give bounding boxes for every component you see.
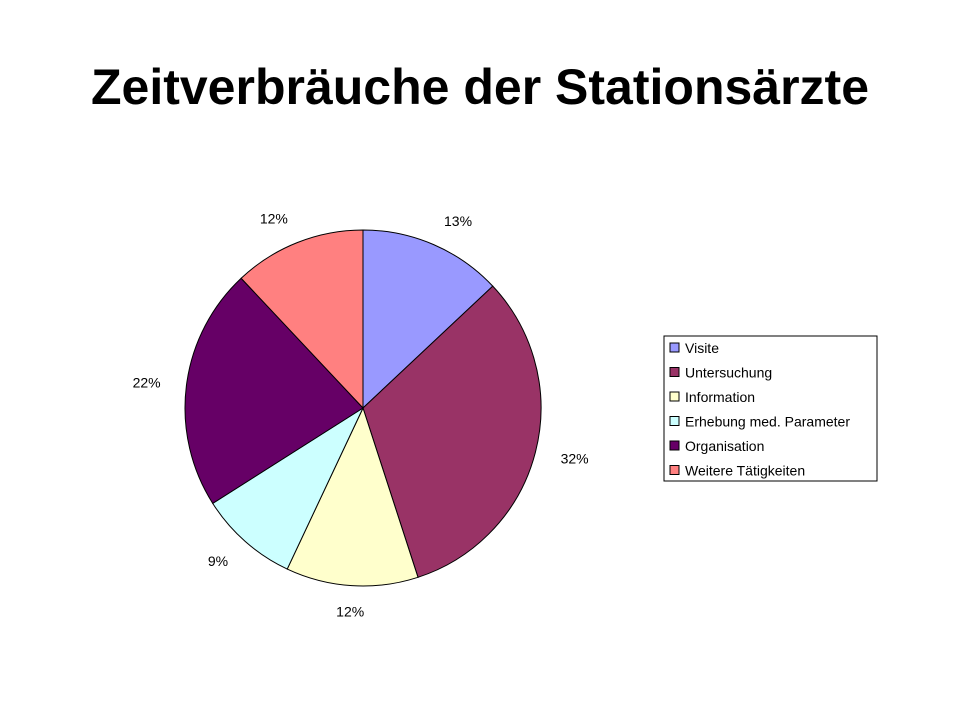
- legend-swatch-2: [669, 367, 680, 377]
- pie-slice-1: [362, 229, 494, 410]
- chart-legend: Visite Untersuchung Information Erhebung me…: [663, 335, 878, 482]
- pie-slices: [184, 229, 542, 587]
- legend-label-6: Weitere Tätigkeiten: [685, 463, 805, 479]
- pie-slice-3: [286, 406, 419, 587]
- percent-label-1: 13%: [444, 213, 472, 229]
- percent-label-3: 12%: [336, 604, 364, 620]
- legend-swatch-6: [669, 465, 680, 475]
- percent-labels: 13% 32% 12% 9% 22% 12%: [133, 210, 589, 619]
- percent-label-4: 9%: [208, 553, 228, 569]
- legend-swatch-5: [669, 440, 680, 451]
- legend-label-3: Information: [685, 389, 755, 405]
- pie-slice-6: [240, 229, 364, 410]
- legend-swatch-3: [669, 391, 680, 402]
- percent-label-5: 22%: [133, 374, 161, 390]
- pie-slice-5: [184, 277, 364, 505]
- page-title: Zeitverbräuche der Stationsärzte: [90, 59, 870, 115]
- legend-label-1: Visite: [685, 340, 719, 356]
- pie-slice-4: [212, 406, 365, 570]
- legend-frame: [663, 335, 878, 482]
- legend-label-4: Erhebung med. Parameter: [685, 414, 850, 430]
- pie-slice-2: [362, 285, 542, 578]
- legend-swatch-4: [669, 416, 680, 426]
- percent-label-6: 12%: [260, 210, 288, 226]
- legend-label-2: Untersuchung: [685, 365, 772, 381]
- legend-label-5: Organisation: [685, 438, 764, 454]
- percent-label-2: 32%: [561, 451, 589, 467]
- legend-swatch-1: [669, 342, 680, 353]
